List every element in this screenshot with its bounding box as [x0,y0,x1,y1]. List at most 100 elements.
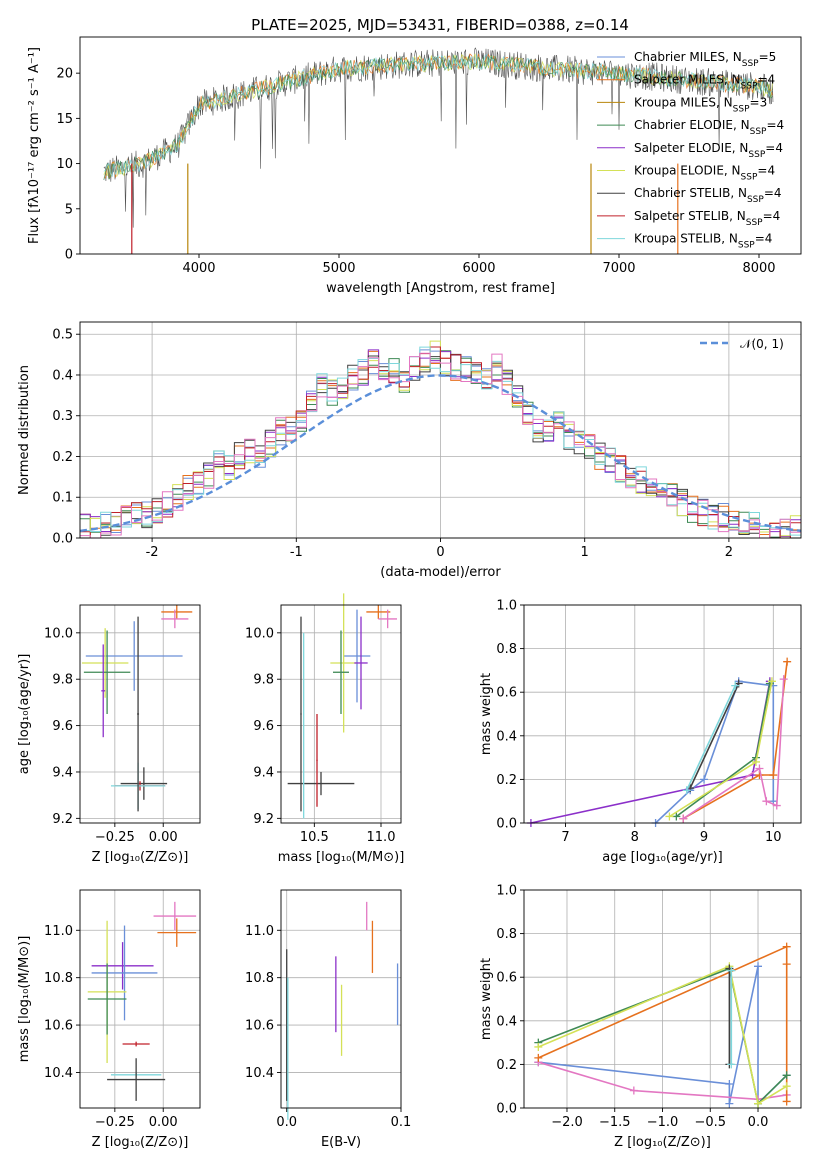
mw_vs_age-xtick-label: 7 [561,830,569,845]
mass_vs_EBV-ytick-label: 10.8 [245,971,274,986]
mass_vs_EBV-ytick-label: 10.6 [245,1019,274,1034]
mass_vs_Z-frame [79,889,201,1109]
mw_vs_Z-series-line [537,965,788,1105]
age_vs_Z-frame [79,604,201,824]
mw_vs_age-marker [700,775,709,784]
age_vs_mass-ytick-label: 9.2 [253,812,274,827]
mass_vs_Z-ytick-label: 10.4 [44,1066,73,1081]
mw_vs_Z-marker [725,1099,734,1108]
mass_vs_EBV-xtick-label: 0.1 [391,1115,412,1130]
mass_vs_Z-ytick-label: 11.0 [44,924,73,939]
mw_vs_Z-frame [523,889,802,1109]
mass_vs_Z-ytick-label: 10.6 [44,1019,73,1034]
mw_vs_age-marker [665,812,674,821]
age_vs_mass-ytick-label: 9.8 [253,673,274,688]
mw_vs_age-marker [772,801,781,810]
mw_vs_age-series-line [530,681,771,824]
spectrum-legend-label: Chabrier MILES, NSSP=5 [634,50,776,69]
normal-legend-label: 𝒩(0, 1) [740,337,784,351]
residuals-xlabel: (data-model)/error [380,565,501,580]
spectrum-ytick-label: 0 [65,248,73,263]
mw_vs_age-marker [767,677,776,686]
spectrum-ytick-label: 20 [56,67,73,82]
age_vs_mass-xlabel: mass [log₁₀(M/M⊙)] [278,850,405,865]
mw_vs_Z-marker [534,1053,543,1062]
age_vs_mass-xtick-label: 10.5 [300,830,329,845]
mw_vs_Z-xtick-label: −0.5 [694,1115,726,1130]
mw_vs_age-ytick-label: 0.6 [496,686,517,701]
spectrum-series-line [103,53,773,178]
mw_vs_age-ytick-label: 0.2 [496,773,517,788]
residuals-ytick-label: 0.5 [52,328,73,343]
spectrum-ytick-label: 15 [56,112,73,127]
mw_vs_Z-marker [727,966,736,975]
spectrum-legend-label: Kroupa ELODIE, NSSP=4 [634,164,775,183]
age_vs_Z-ytick-label: 9.2 [52,812,73,827]
residuals-xtick-label: 2 [725,545,733,560]
age_vs_mass-frame [280,604,402,824]
mw_vs_Z-marker [782,1071,791,1080]
residuals-xtick-label: -1 [290,545,303,560]
mass_vs_EBV-xtick-label: 0.0 [276,1115,297,1130]
mw_vs_Z-marker [629,1086,638,1095]
mass_vs_Z-ytick-label: 10.8 [44,971,73,986]
spectrum-legend-label: Chabrier STELIB, NSSP=4 [634,186,782,205]
spectrum-xtick-label: 8000 [742,261,775,276]
spectrum-legend-label: Salpeter MILES, NSSP=4 [634,73,775,92]
grid-layer [80,322,801,1109]
residuals-ytick-label: 0.0 [52,532,73,547]
mass_vs_EBV-xlabel: E(B-V) [321,1135,361,1150]
mw_vs_age-marker [755,764,764,773]
mw_vs_age-series-line [685,685,736,791]
mw_vs_Z-marker [782,1097,791,1106]
residuals-ytick-label: 0.1 [52,491,73,506]
spectrum-legend-label: Kroupa MILES, NSSP=3 [634,95,767,114]
mass_vs_EBV-ytick-label: 11.0 [245,924,274,939]
spectrum-legend-label: Kroupa STELIB, NSSP=4 [634,232,772,251]
mw_vs_age-marker [679,814,688,823]
mw_vs_age-xtick-label: 9 [700,830,708,845]
mw_vs_Z-series-line [538,1061,787,1101]
spectrum-xtick-label: 5000 [322,261,355,276]
residuals-ytick-label: 0.2 [52,450,73,465]
spectrum-xtick-label: 6000 [462,261,495,276]
spectrum-xtick-label: 4000 [182,261,215,276]
age_vs_Z-ytick-label: 10.0 [44,626,73,641]
mw_vs_age-marker [731,681,740,690]
age_vs_mass-ytick-label: 10.0 [245,626,274,641]
residuals-xtick-label: 0 [436,545,444,560]
mw_vs_age-ytick-label: 0.8 [496,642,517,657]
mw_vs_age-ytick-label: 0.0 [496,817,517,832]
mw_vs_age-frame [523,604,802,824]
mw_vs_Z-xtick-label: −2.0 [551,1115,583,1130]
mw_vs_age-marker [783,657,792,666]
spectrum-series-line [103,54,773,181]
mw_vs_Z-ytick-label: 0.6 [496,971,517,986]
spectrum-series-line [103,54,773,178]
spectrum-frame [79,36,802,255]
mw_vs_Z-ytick-label: 0.0 [496,1102,517,1117]
spectrum-legend-label: Chabrier ELODIE, NSSP=4 [634,118,784,137]
age_vs_Z-ytick-label: 9.6 [52,719,73,734]
mw_vs_age-ylabel: mass weight [479,673,494,755]
mass_vs_Z-xtick-label: 0.00 [149,1115,178,1130]
age_vs_Z-ytick-label: 9.8 [52,673,73,688]
mw_vs_Z-ylabel: mass weight [479,958,494,1040]
age_vs_mass-ytick-label: 9.4 [253,765,274,780]
residuals-xtick-label: 1 [581,545,589,560]
spectrum-xtick-label: 7000 [602,261,635,276]
mw_vs_age-marker [682,786,691,795]
mw_vs_age-ytick-label: 1.0 [496,599,517,614]
mw_vs_Z-series-line [537,945,788,1102]
histogram-step [80,352,801,539]
mw_vs_Z-xtick-label: −1.0 [647,1115,679,1130]
mw_vs_Z-marker [727,1060,736,1069]
mw_vs_Z-marker [782,942,791,951]
mw_vs_Z-marker [754,962,763,971]
age_vs_Z-ylabel: age [log₁₀(age/yr)] [17,654,32,775]
age_vs_mass-ytick-label: 9.6 [253,719,274,734]
mass_vs_EBV-ytick-label: 10.4 [245,1066,274,1081]
mw_vs_age-marker [762,797,771,806]
